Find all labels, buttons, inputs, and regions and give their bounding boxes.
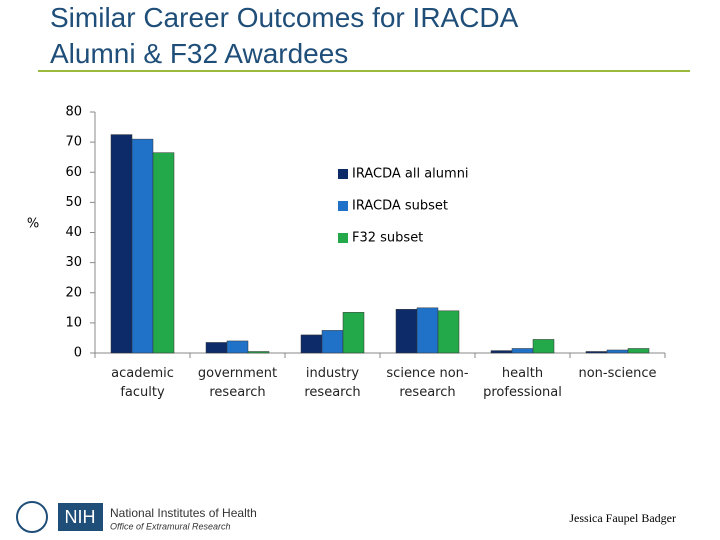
y-tick-label: 70	[65, 135, 82, 150]
y-tick-label: 0	[74, 346, 82, 361]
nih-logo-box	[58, 503, 103, 531]
bar	[152, 152, 175, 354]
bar	[532, 339, 555, 354]
bar	[247, 351, 270, 354]
slide-title: Similar Career Outcomes for IRACDA Alumni…	[50, 2, 519, 69]
y-tick-label: 80	[65, 105, 82, 120]
y-tick-label: 50	[65, 195, 82, 210]
y-tick-label: 60	[65, 165, 82, 180]
bar	[511, 348, 534, 354]
footer-office: Office of Extramural Research	[110, 521, 231, 531]
bar	[321, 330, 344, 354]
y-tick-label: 30	[65, 255, 82, 270]
bar	[205, 342, 228, 354]
footer: NIH National Institutes of Health Office…	[16, 501, 676, 533]
y-tick-label: 20	[65, 285, 82, 300]
bar	[226, 340, 249, 354]
legend-swatch	[338, 233, 348, 243]
hhs-logo	[16, 501, 48, 533]
nih-logo: NIH	[65, 507, 96, 527]
bar	[585, 351, 608, 354]
bar	[416, 307, 439, 354]
x-tick-label: health professional	[483, 366, 562, 400]
x-tick-label: science non-research	[386, 366, 469, 400]
legend-label: IRACDA all alumni	[352, 167, 469, 182]
bar	[131, 138, 154, 354]
x-tick-label: non-science	[578, 366, 657, 381]
x-tick-label: academic faculty	[111, 366, 174, 400]
x-tick-label: government research	[197, 366, 278, 400]
y-tick-label: 10	[65, 315, 82, 330]
bar	[110, 134, 133, 354]
bar	[627, 348, 650, 354]
bar	[342, 312, 365, 354]
bar	[490, 350, 513, 354]
legend-swatch	[338, 201, 348, 211]
footer-author: Jessica Faupel Badger	[569, 511, 676, 525]
legend-label: F32 subset	[352, 231, 423, 246]
y-axis-label: %	[27, 217, 39, 232]
bar	[606, 349, 629, 354]
bar	[437, 310, 460, 354]
legend-swatch	[338, 169, 348, 179]
x-tick-label: industry research	[304, 366, 361, 400]
legend-label: IRACDA subset	[352, 199, 448, 214]
bar	[395, 309, 418, 354]
y-tick-label: 40	[65, 225, 82, 240]
bar	[300, 334, 323, 354]
footer-org: National Institutes of Health	[110, 506, 257, 520]
